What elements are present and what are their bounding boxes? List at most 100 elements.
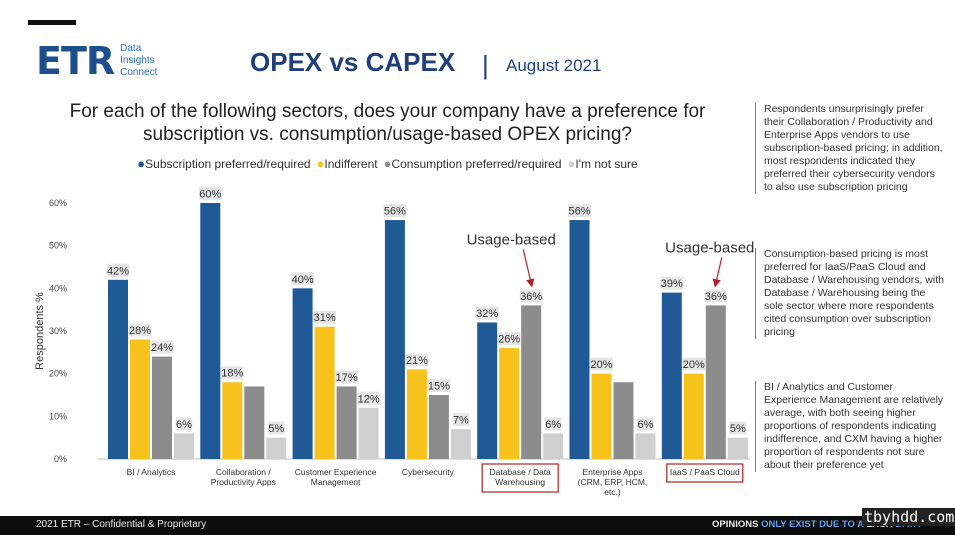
data-label: 31% <box>314 312 336 324</box>
logo-tagline-line: Connect <box>120 67 158 78</box>
bar <box>130 339 150 459</box>
bar <box>200 203 221 459</box>
page-title: OPEX vs CAPEX <box>250 47 456 77</box>
bar <box>450 429 471 459</box>
legend-label: Consumption preferred/required <box>391 157 562 171</box>
watermark-text: tbyhdd.com <box>862 508 955 526</box>
data-label: 36% <box>705 291 727 303</box>
data-label: 5% <box>268 423 284 435</box>
data-label-bg <box>405 353 429 367</box>
data-label-bg <box>568 204 591 218</box>
bar <box>705 305 726 459</box>
y-tick-label: 50% <box>49 241 67 251</box>
data-label: 17% <box>336 372 358 384</box>
y-tick-label: 10% <box>49 411 67 421</box>
legend-swatch: ● <box>137 156 146 171</box>
data-label-bg <box>497 332 521 346</box>
x-tick-label: (CRM, ERP, HCM, <box>578 477 648 487</box>
legend-item: ●I'm not sure <box>568 156 638 171</box>
data-label-bg <box>660 276 684 290</box>
bar <box>222 382 243 459</box>
data-label: 6% <box>176 419 192 431</box>
bar <box>292 288 313 459</box>
data-label: 7% <box>453 415 469 427</box>
note-subscription: Respondents unsurprisingly prefer their … <box>755 103 946 194</box>
legend-label: Subscription preferred/required <box>145 157 311 171</box>
bar <box>428 395 449 459</box>
data-label-bg <box>682 357 706 371</box>
bar <box>683 373 704 459</box>
y-tick-label: 20% <box>49 369 67 379</box>
annotation-text: Usage-based <box>665 239 754 256</box>
x-tick-label: Warehousing <box>495 477 545 487</box>
data-label: 60% <box>199 189 221 201</box>
data-label: 18% <box>221 368 243 380</box>
bar <box>244 386 265 459</box>
data-label-bg <box>637 417 654 431</box>
data-label-bg <box>291 272 315 286</box>
data-label-bg <box>335 370 359 384</box>
data-label: 56% <box>384 206 406 218</box>
legend-item: ●Indifferent <box>316 156 378 171</box>
x-tick-label: Customer Experience <box>295 467 377 477</box>
bar <box>152 356 172 459</box>
survey-question: For each of the following sectors, does … <box>69 101 706 145</box>
annotation-arrow <box>522 249 535 288</box>
x-tick-label: Database / Data <box>489 467 551 477</box>
data-label: 24% <box>151 342 173 354</box>
bar <box>174 433 194 459</box>
y-axis-label: Respondents % <box>34 292 46 370</box>
bar <box>358 407 379 459</box>
logo-tagline-line: Insights <box>120 55 155 66</box>
logo-mark: ETR <box>36 39 115 83</box>
footer-tagline-highlight: ONLY EXIST DUE TO A <box>761 519 864 530</box>
annotation-text: Usage-based <box>467 231 556 248</box>
bar <box>613 382 634 459</box>
bar <box>591 373 612 459</box>
etr-logo: ETR Data Insights Connect <box>36 42 157 80</box>
data-label: 28% <box>129 325 151 337</box>
footer-bar: 2021 ETR – Confidential & Proprietary OP… <box>0 516 955 535</box>
bar <box>521 305 542 459</box>
data-label: 5% <box>730 423 746 435</box>
logo-tagline-line: Data <box>120 43 142 54</box>
data-label: 32% <box>476 308 498 320</box>
data-label-bg <box>106 263 130 277</box>
page-date: August 2021 <box>506 56 602 75</box>
legend-swatch: ● <box>316 156 325 171</box>
chart-legend: ●Subscription preferred/required ●Indiffe… <box>20 156 755 171</box>
bar <box>727 437 748 459</box>
data-label-bg <box>452 413 470 427</box>
x-tick-label: BI / Analytics <box>127 467 176 477</box>
bar <box>108 279 128 459</box>
footer-tagline-part: OPINIONS <box>712 519 762 530</box>
x-tick-label: Management <box>311 477 361 487</box>
y-tick-label: 40% <box>49 283 67 293</box>
bar-chart: Respondents %0%10%20%30%40%50%60%42%28%2… <box>34 187 754 497</box>
data-label: 36% <box>520 291 542 303</box>
data-label-bg <box>729 421 747 435</box>
bar <box>499 348 520 459</box>
x-tick-label: Enterprise Apps <box>582 467 642 477</box>
data-label: 6% <box>638 419 654 431</box>
x-tick-label: Productivity Apps <box>211 477 276 487</box>
annotation-arrow <box>712 257 723 288</box>
data-label: 6% <box>545 419 561 431</box>
data-label-bg <box>150 340 174 354</box>
legend-item: ●Subscription preferred/required <box>137 156 311 171</box>
data-label: 42% <box>107 265 129 277</box>
x-tick-label: etc.) <box>604 487 621 497</box>
data-label: 15% <box>428 381 450 393</box>
note-consumption: Consumption-based pricing is most prefer… <box>755 248 946 339</box>
data-label-bg <box>590 357 613 371</box>
category-highlight-box <box>666 463 744 483</box>
data-label-bg <box>427 379 451 392</box>
top-accent-bar <box>28 20 76 25</box>
bar <box>477 322 498 459</box>
data-label: 26% <box>498 334 520 346</box>
x-tick-label: Collaboration / <box>216 467 271 477</box>
data-label-bg <box>268 421 285 435</box>
logo-tagline: Data Insights Connect <box>120 43 157 79</box>
legend-item: ●Consumption preferred/required <box>384 156 562 171</box>
data-label: 20% <box>683 359 705 371</box>
